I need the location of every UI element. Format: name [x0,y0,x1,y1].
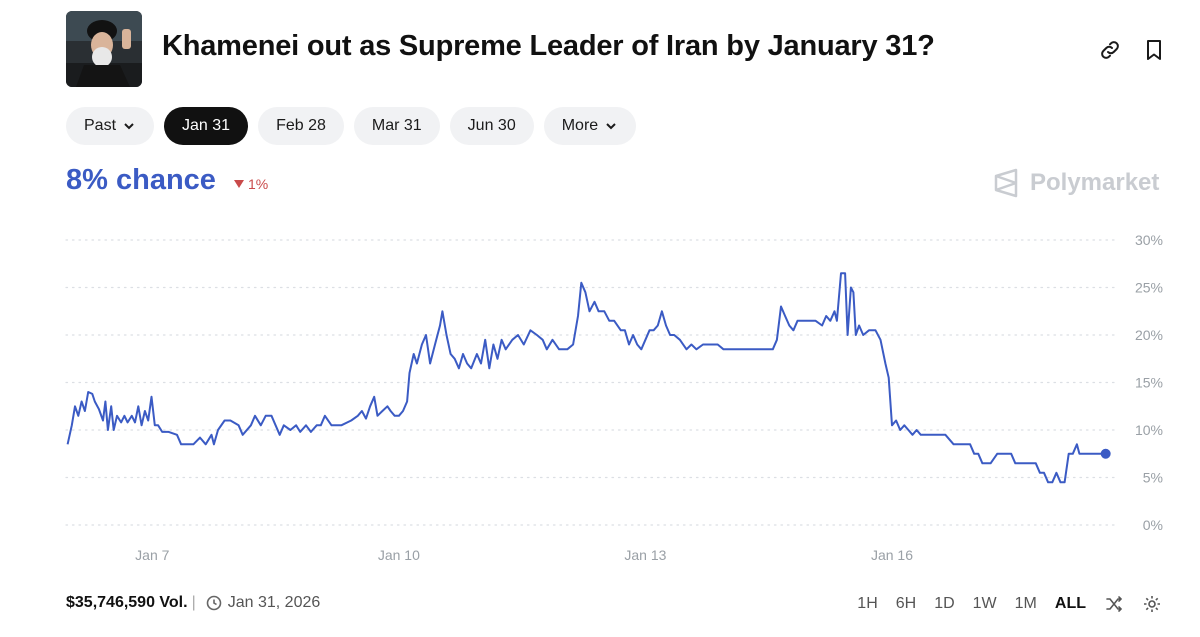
portrait-avatar-icon [66,11,142,87]
tab-jun-30[interactable]: Jun 30 [449,107,534,145]
tab-jan-31[interactable]: Jan 31 [164,107,249,145]
grid-lines [65,239,1119,526]
chevron-down-icon [606,123,616,130]
date-tabs: Past Jan 31 Feb 28 Mar 31 Jun 30 More [66,107,637,145]
brand-name: Polymarket [1030,169,1160,196]
triangle-down-icon [234,180,244,188]
tab-label: Past [84,117,117,134]
range-selector: 1H 6H 1D 1W 1M ALL [857,594,1162,614]
x-tick-label: Jan 16 [871,547,913,563]
tab-past[interactable]: Past [66,107,155,145]
y-tick-label: 5% [1143,470,1163,486]
range-1h[interactable]: 1H [857,595,878,612]
x-tick-label: Jan 13 [624,547,666,563]
y-tick-label: 20% [1135,327,1163,343]
market-footer: $35,746,590 Vol. | Jan 31, 2026 [66,594,320,612]
x-axis-ticks: Jan 7 Jan 10 Jan 13 Jan 16 [135,547,913,563]
bookmark-icon[interactable] [1142,38,1166,62]
chevron-down-icon [124,123,134,130]
tab-label: More [561,117,599,134]
tab-mar-31[interactable]: Mar 31 [353,107,440,145]
range-all[interactable]: ALL [1054,595,1086,612]
clock-icon [206,595,222,611]
brand-watermark: Polymarket [992,168,1159,198]
x-tick-label: Jan 10 [378,547,420,563]
series-line [66,272,1106,484]
separator: | [191,594,196,611]
y-axis-ticks: 0% 5% 10% 15% 20% 25% 30% [1135,232,1163,533]
y-tick-label: 0% [1143,517,1163,533]
end-date: Jan 31, 2026 [227,594,321,611]
latest-point [1100,448,1111,459]
tab-label: Mar 31 [371,117,422,134]
tab-label: Jun 30 [467,117,516,134]
delta-value: 1% [248,176,269,192]
market-avatar [66,11,142,87]
y-tick-label: 30% [1135,232,1163,248]
polymarket-logo-icon [994,168,1018,198]
range-1w[interactable]: 1W [972,595,997,612]
range-1m[interactable]: 1M [1014,595,1037,612]
link-icon[interactable] [1098,38,1122,62]
y-tick-label: 10% [1135,422,1163,438]
shuffle-icon[interactable] [1104,594,1124,614]
tab-label: Jan 31 [182,117,231,134]
settings-gear-icon[interactable] [1142,594,1162,614]
chance-value: 8% chance [66,164,216,196]
price-chart: 0%5%10%15%20%25%30% Jan 7 Jan 10 Jan 13 Jan… [65,232,1163,563]
tab-label: Feb 28 [276,117,326,134]
x-tick-label: Jan 7 [135,547,169,563]
tab-more[interactable]: More [543,107,637,145]
chance-delta: 1% [234,176,268,192]
tab-feb-28[interactable]: Feb 28 [258,107,344,145]
range-6h[interactable]: 6H [895,595,917,612]
range-1d[interactable]: 1D [934,595,955,612]
series-layer [66,272,1111,484]
market-title: Khamenei out as Supreme Leader of Iran b… [162,30,935,62]
volume-text: $35,746,590 Vol. [66,594,188,611]
y-tick-label: 15% [1135,375,1163,391]
y-tick-label: 25% [1135,280,1163,296]
